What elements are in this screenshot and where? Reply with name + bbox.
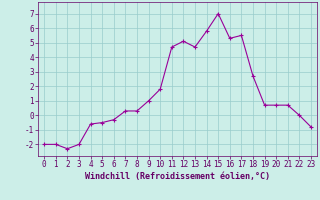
- X-axis label: Windchill (Refroidissement éolien,°C): Windchill (Refroidissement éolien,°C): [85, 172, 270, 181]
